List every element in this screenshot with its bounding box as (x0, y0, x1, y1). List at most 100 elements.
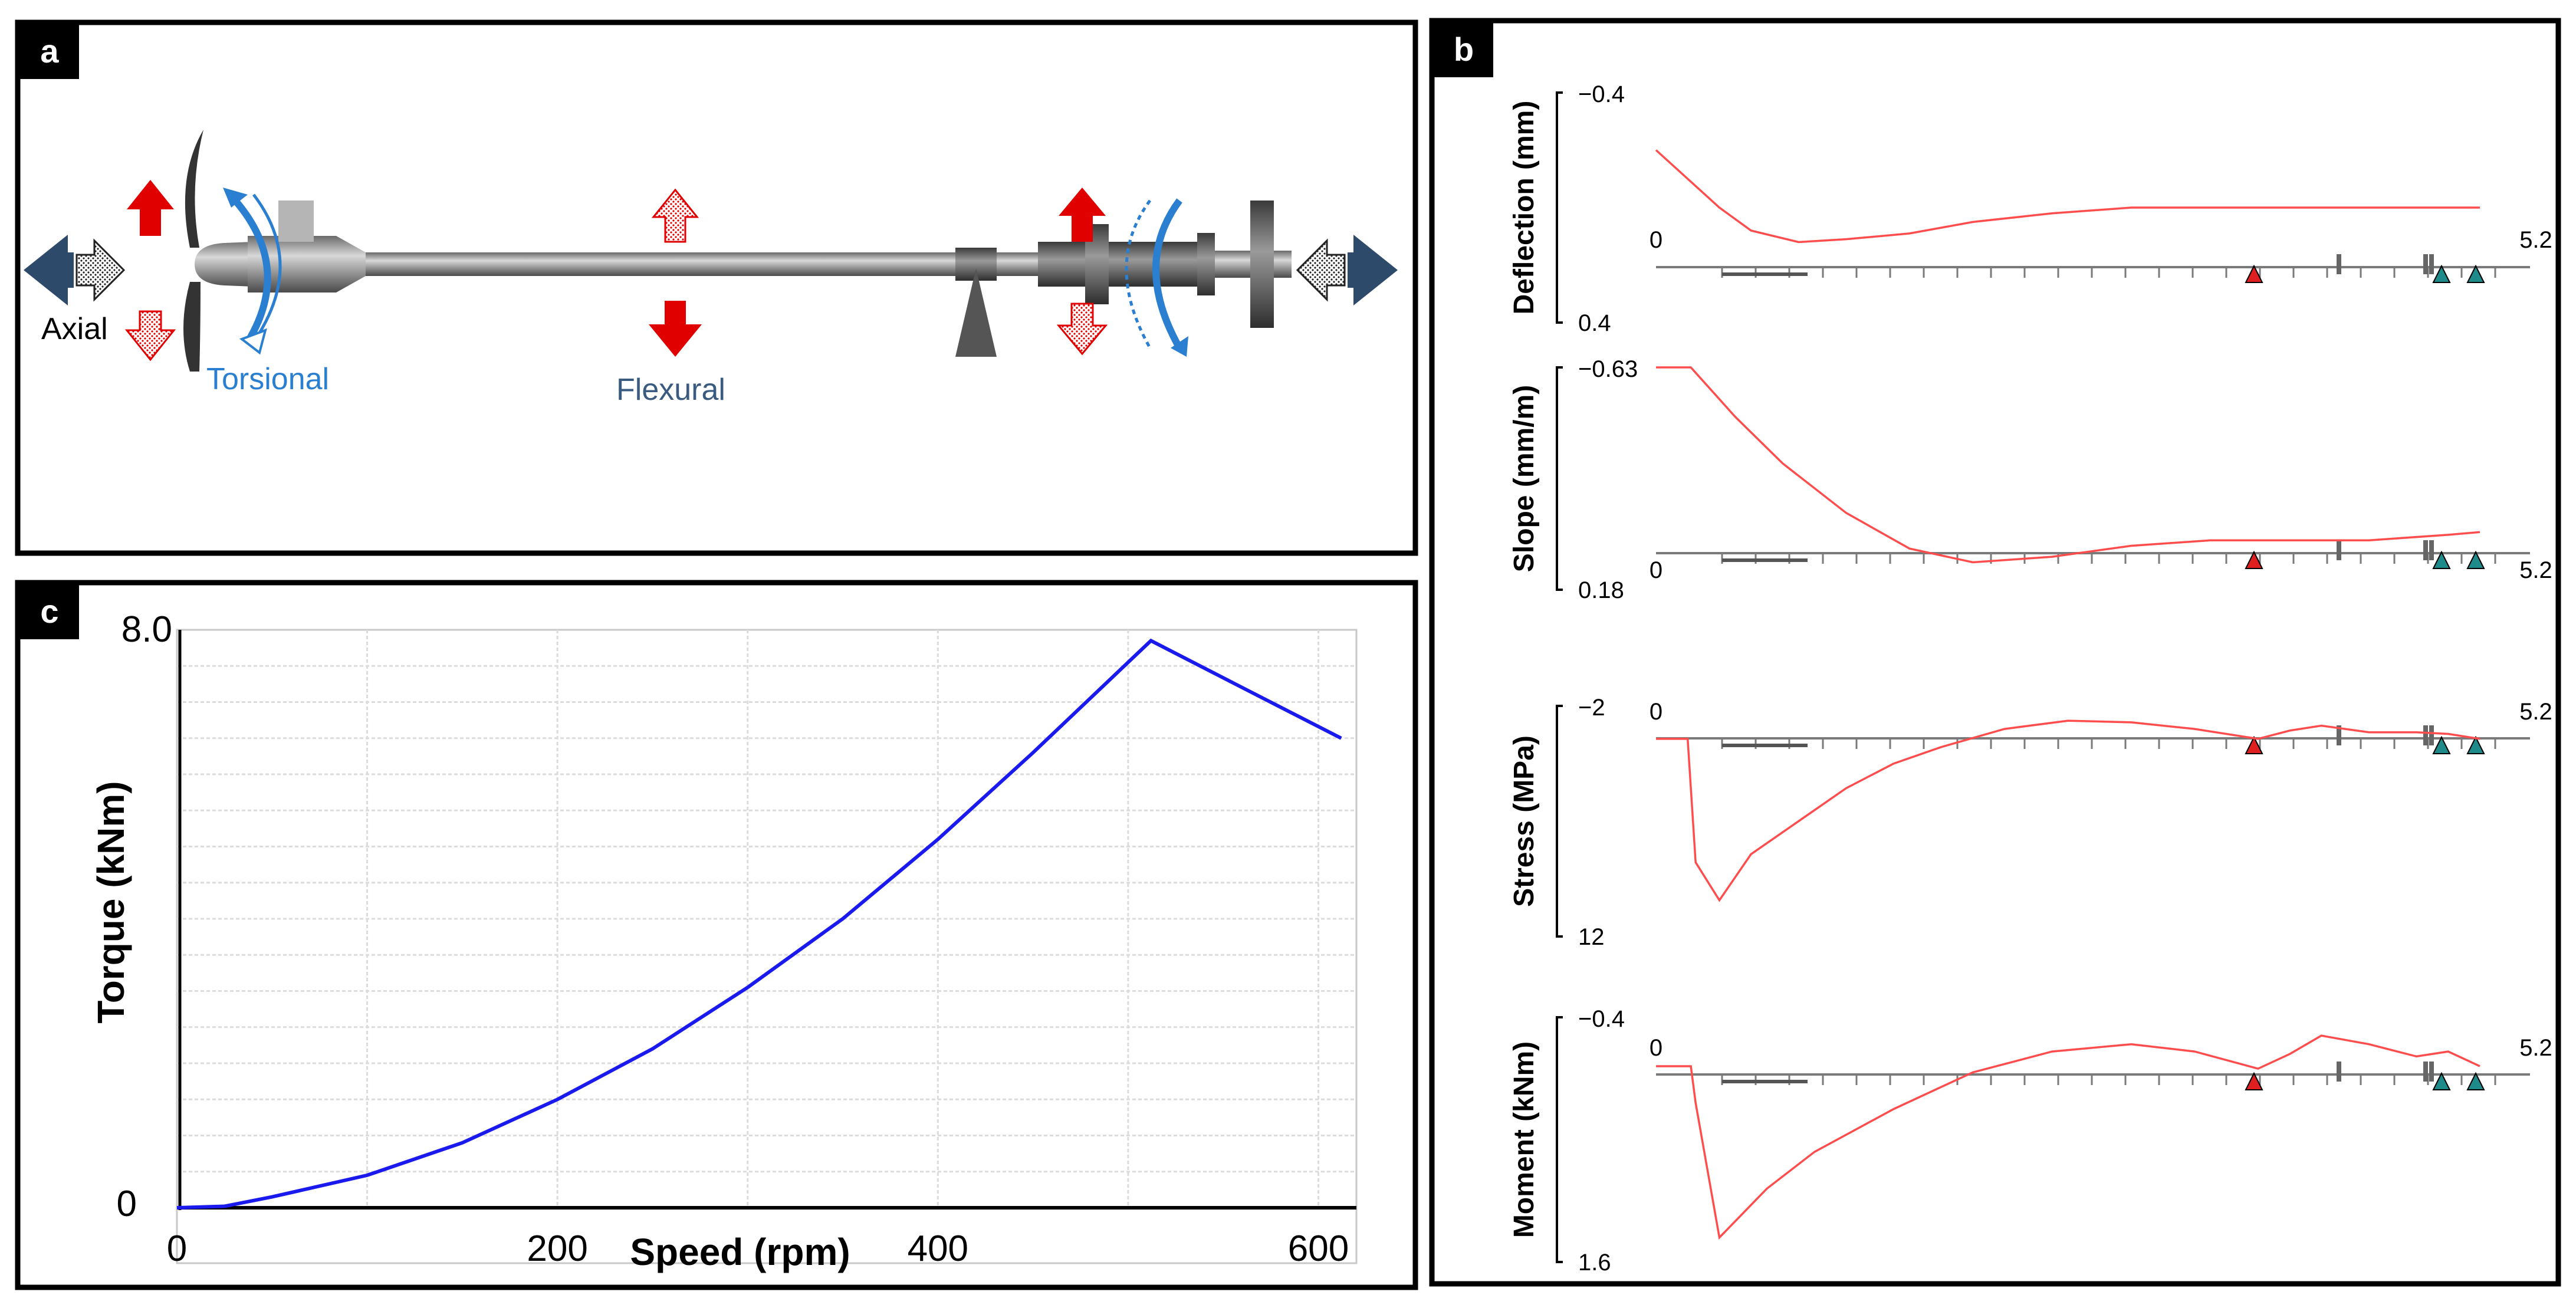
shaft-feature-mark (2337, 254, 2341, 274)
torque-curve (176, 638, 1342, 1210)
y-bottom-label: 0.4 (1578, 310, 1611, 336)
shaft-feature-mark (2337, 540, 2341, 560)
hub-taper (336, 236, 366, 293)
force-down-arrow-mid-icon (649, 301, 702, 357)
panel-b-letter-box (1434, 23, 1493, 77)
panel-c-labels: 0 200 400 600 8.0 0 Speed (rpm) Torque (kNm) (90, 609, 1349, 1273)
torsion-arrow-right-dotted-icon (1125, 199, 1152, 349)
bearing-marker-icon (2466, 1072, 2485, 1090)
gear-wheel-icon (1250, 201, 1274, 328)
gearbox-shaft (1038, 242, 1203, 287)
bearing-marker-icon (2466, 550, 2485, 569)
shaft-feature-mark (2423, 725, 2428, 745)
y-bottom-label: 0.18 (1578, 577, 1624, 603)
shaft-feature-mark (2423, 254, 2428, 274)
torsion-arrowhead-left-solid-icon (223, 188, 248, 208)
y-axis-bracket (1556, 705, 1563, 938)
torsion-arrowhead-right-solid-icon (1171, 336, 1188, 357)
axial-left-solid-arrow-icon (24, 235, 74, 305)
bearing-marker-icon (2466, 735, 2485, 754)
y-top-label: −2 (1578, 695, 1605, 721)
axial-right-solid-arrow-icon (1348, 235, 1398, 305)
support-cone-icon (955, 268, 997, 357)
panel-c-grid (177, 630, 1356, 1208)
label-axial: Axial (41, 312, 108, 346)
panel-c-plot-frame (176, 629, 1358, 1264)
bearing-marker-icon (2245, 735, 2263, 754)
y-axis-bracket (1556, 91, 1563, 324)
bearing-marker-icon (2245, 264, 2263, 283)
response-curve (1655, 149, 2480, 244)
x-tick-label: 400 (908, 1228, 968, 1269)
panel-b-plots: −0.4 0.4 Deflection (mm) 0 5.2 −0.63 0.18 Slope… (1509, 81, 2552, 1276)
panel-b-frame (1429, 18, 2561, 1287)
panel-a-letter-box (20, 25, 79, 79)
torsion-arrowhead-left-hollow-icon (239, 328, 267, 355)
flange-2 (1197, 233, 1215, 295)
bearing-marker-icon (2432, 1072, 2451, 1090)
y-axis-label: Moment (kNm) (1509, 1041, 1540, 1238)
hub-fin (278, 201, 314, 242)
shaft-end (1274, 251, 1292, 278)
bearing-marker-icon (2466, 264, 2485, 283)
shaft-feature-mark (2429, 1061, 2434, 1082)
shaft-feature-mark (2423, 1061, 2428, 1082)
y-axis-label: Stress (MPa) (1509, 735, 1540, 907)
propeller-blade-icon (185, 130, 203, 248)
label-torsional: Torsional (206, 362, 329, 396)
y-axis-bracket (1556, 1016, 1563, 1263)
y-tick-label-top: 8.0 (121, 609, 172, 650)
torsion-arrow-right-solid-icon (1152, 198, 1183, 350)
bearing-marker-icon (2432, 264, 2451, 283)
shaft-feature-mark (2429, 254, 2434, 274)
shaft-feature-mark (2429, 725, 2434, 745)
y-top-label: −0.63 (1578, 356, 1638, 382)
x-tick-label: 0 (167, 1228, 187, 1269)
force-up-arrow-right-icon (1059, 188, 1106, 242)
x-start-label: 0 (1650, 1035, 1662, 1061)
propeller-blade-lower-icon (183, 282, 201, 372)
panel-a: a Axi (15, 19, 1418, 556)
axial-right-dotted-arrow-icon (1296, 238, 1346, 302)
y-bottom-label: 1.6 (1578, 1250, 1611, 1276)
x-end-label: 5.2 (2519, 1035, 2552, 1061)
x-start-label: 0 (1650, 699, 1662, 725)
bearing-marker-icon (2245, 550, 2263, 569)
panel-c: c 0 200 400 600 8.0 0 Speed (rpm) Torque (kNm) (15, 580, 1418, 1290)
y-axis-bracket (1556, 366, 1563, 591)
axial-left-dotted-arrow-icon (75, 238, 126, 302)
x-axis-label: Speed (rpm) (630, 1231, 850, 1273)
label-flexural: Flexural (616, 373, 725, 407)
y-top-label: −0.4 (1578, 1006, 1625, 1032)
stub-shaft (1215, 251, 1250, 278)
force-down-arrow-left-icon (124, 310, 176, 361)
x-tick-label: 600 (1288, 1228, 1349, 1269)
x-start-label: 0 (1650, 557, 1662, 583)
x-start-label: 0 (1650, 227, 1662, 253)
force-up-arrow-mid-icon (651, 188, 699, 243)
bearing-marker-icon (2432, 735, 2451, 754)
force-up-arrow-left-icon (127, 180, 174, 236)
x-tick-label: 200 (527, 1228, 587, 1269)
response-curve (1656, 1034, 2480, 1240)
x-end-label: 5.2 (2519, 557, 2552, 583)
response-curve (1656, 719, 2480, 902)
shaft-feature-mark (2337, 725, 2341, 745)
panel-c-axes (177, 630, 1356, 1210)
x-end-label: 5.2 (2519, 699, 2552, 725)
y-axis-label: Slope (mm/m) (1509, 385, 1540, 572)
panel-c-series (176, 638, 1342, 1210)
shaft-feature-mark (2429, 540, 2434, 560)
panel-b: b −0.4 0.4 Deflection (mm) 0 5.2 −0.63 0.18 Slo… (1429, 18, 2561, 1287)
y-bottom-label: 12 (1578, 924, 1605, 950)
panel-c-letter: c (40, 593, 58, 630)
response-curve (1656, 366, 2480, 564)
shaft-feature-mark (2423, 540, 2428, 560)
x-end-label: 5.2 (2519, 227, 2552, 253)
panel-a-letter: a (40, 32, 59, 70)
y-top-label: −0.4 (1578, 81, 1625, 107)
y-axis-label: Torque (kNm) (90, 781, 132, 1023)
panel-b-letter: b (1454, 31, 1474, 68)
force-down-arrow-right-icon (1056, 303, 1108, 356)
